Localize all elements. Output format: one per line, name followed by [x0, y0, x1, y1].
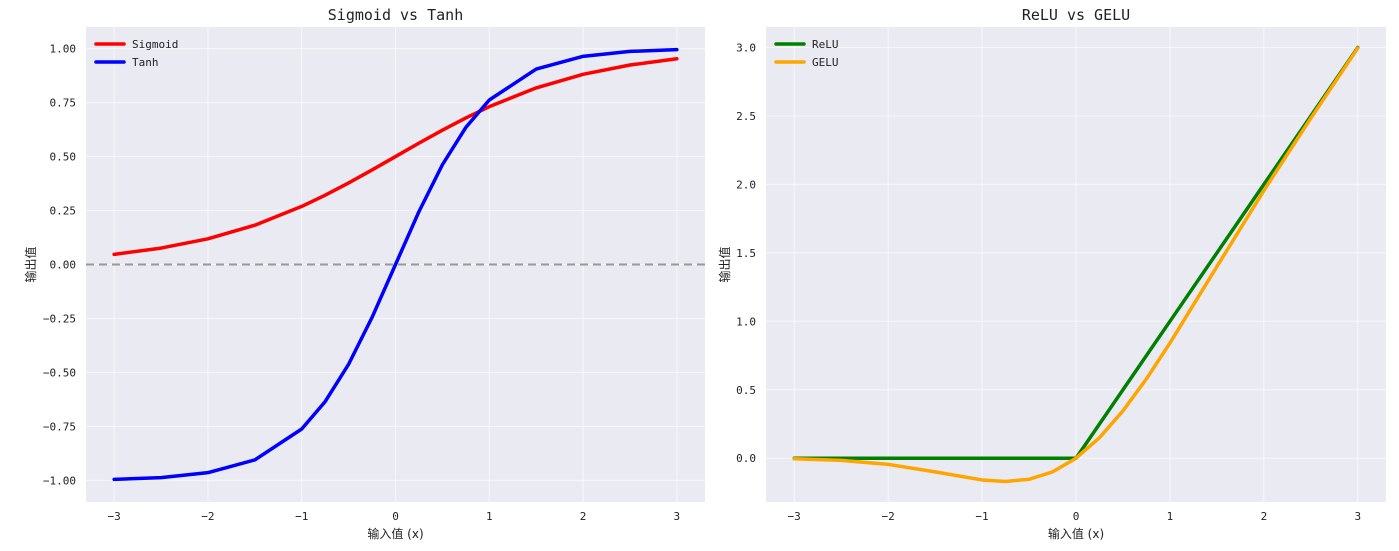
legend-label-relu: ReLU	[812, 38, 839, 51]
y-tick-label: 0.5	[736, 384, 756, 397]
chart-title-left: Sigmoid vs Tanh	[328, 6, 463, 24]
y-axis-label-left: 输出值	[23, 246, 38, 282]
x-tick-label: 3	[1355, 510, 1362, 523]
y-tick-label: 2.5	[736, 110, 756, 123]
x-tick-label: 2	[1261, 510, 1268, 523]
x-tick-label: 2	[580, 510, 587, 523]
x-tick-label: 1	[1167, 510, 1174, 523]
chart-title-right: ReLU vs GELU	[1022, 6, 1130, 24]
ticks-left: −3 −2 −1 0 1 2 3 −1.00 −0.75 −0.50 −0.25 0.00 0.25 0.…	[43, 43, 680, 523]
x-axis-label-left: 输入值 (x)	[367, 526, 423, 541]
x-tick-label: 3	[674, 510, 681, 523]
ticks-right: −3 −2 −1 0 1 2 3 0.0 0.5 1.0 1.5 2.0 2.5 3.0	[736, 42, 1361, 523]
y-tick-label: −0.75	[43, 420, 76, 433]
chart-panel-right: −3 −2 −1 0 1 2 3 0.0 0.5 1.0 1.5 2.0 2.5 3.0 ReLU vs …	[717, 6, 1386, 541]
chart-panel-left: −3 −2 −1 0 1 2 3 −1.00 −0.75 −0.50 −0.25 0.00 0.25 0.…	[23, 6, 705, 541]
legend-label-tanh: Tanh	[132, 56, 159, 69]
y-tick-label: 2.0	[736, 178, 756, 191]
series-line-sigmoid	[112, 56, 679, 257]
y-tick-label: −0.50	[43, 366, 76, 379]
y-tick-label: 0.75	[50, 97, 77, 110]
legend-label-gelu: GELU	[812, 56, 839, 69]
y-tick-label: 1.00	[50, 43, 77, 56]
x-tick-label: −1	[295, 510, 308, 523]
series-line-gelu	[792, 46, 1360, 484]
y-tick-label: −0.25	[43, 312, 76, 325]
x-tick-label: −1	[975, 510, 988, 523]
x-tick-label: −2	[881, 510, 894, 523]
x-tick-label: 0	[1073, 510, 1080, 523]
legend-left: Sigmoid Tanh	[94, 38, 178, 69]
y-axis-label-right: 输出值	[717, 246, 732, 282]
x-tick-label: −3	[108, 510, 121, 523]
y-tick-label: 0.0	[736, 452, 756, 465]
y-tick-label: −1.00	[43, 474, 76, 487]
series-line-tanh	[112, 47, 679, 482]
legend-right: ReLU GELU	[774, 38, 839, 69]
x-tick-label: 0	[392, 510, 399, 523]
y-tick-label: 0.50	[50, 151, 77, 164]
x-tick-label: −2	[201, 510, 214, 523]
y-tick-label: 1.5	[736, 247, 756, 260]
y-tick-label: 1.0	[736, 315, 756, 328]
y-tick-label: 0.00	[50, 259, 77, 272]
x-axis-label-right: 输入值 (x)	[1048, 526, 1104, 541]
grid-right	[766, 27, 1386, 502]
x-tick-label: −3	[788, 510, 801, 523]
y-tick-label: 0.25	[50, 205, 77, 218]
series-left	[112, 47, 679, 482]
legend-label-sigmoid: Sigmoid	[132, 38, 178, 51]
x-tick-label: 1	[486, 510, 493, 523]
y-tick-label: 3.0	[736, 42, 756, 55]
series-right	[792, 45, 1360, 484]
